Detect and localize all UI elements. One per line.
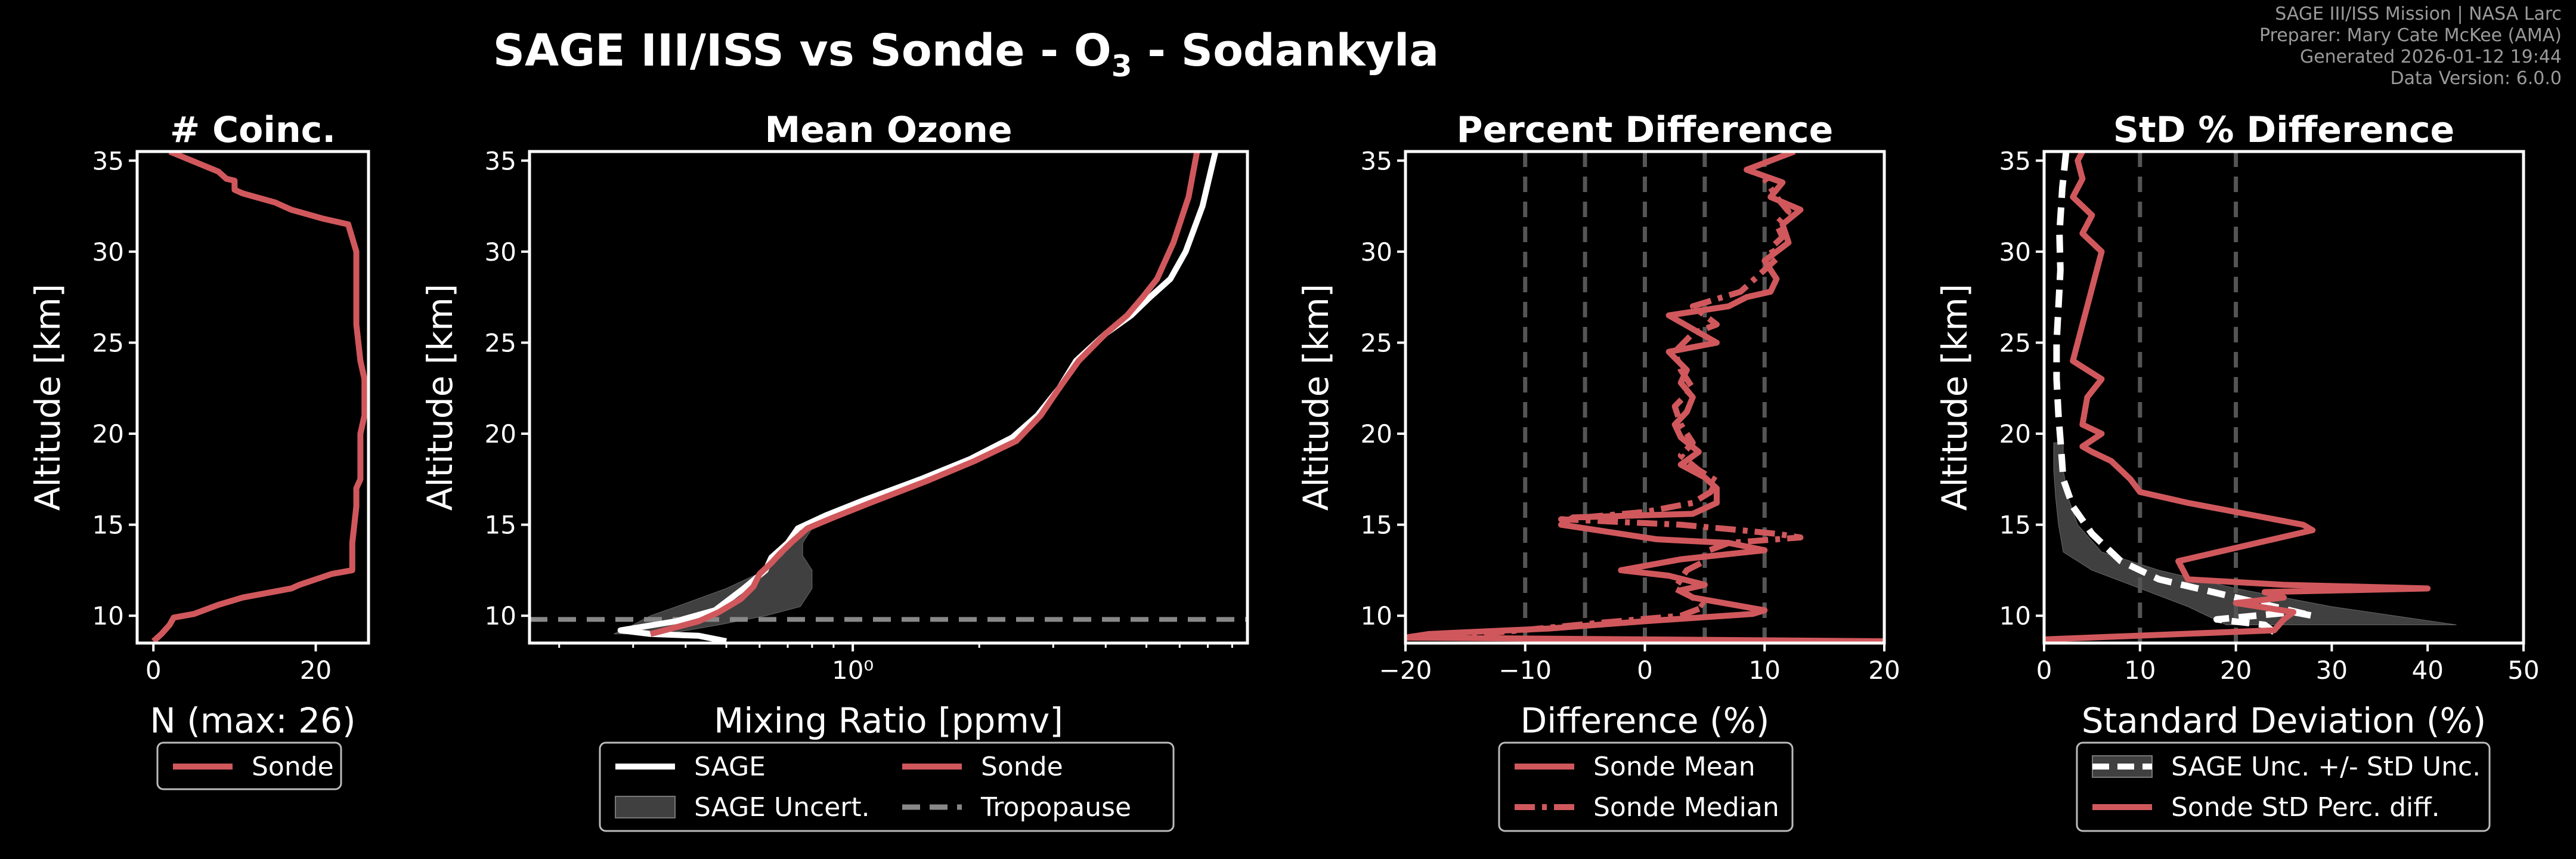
legend-label: SAGE Uncert. <box>694 792 870 823</box>
chart-coinc: 10 15 20 25 30 35 0 20 # Coinc. N (max: 26) Altitu… <box>27 109 370 790</box>
y-tick-label: 15 <box>92 511 124 540</box>
legend-label: Sonde <box>252 752 334 782</box>
x-tick-label: 10 <box>1749 656 1781 685</box>
y-tick-label: 10 <box>1361 601 1392 631</box>
x-tick-label: 10 <box>2124 656 2156 685</box>
y-tick-label: 20 <box>1999 419 2031 449</box>
x-tick-label: 40 <box>2411 656 2443 685</box>
y-tick-label: 10 <box>485 601 516 631</box>
series-sonde-std-perc-diff- <box>2044 152 2431 642</box>
y-tick-label: 35 <box>1999 146 2031 175</box>
legend-label: Sonde <box>981 752 1063 782</box>
legend-label: Tropopause <box>980 792 1131 823</box>
y-tick-label: 10 <box>1999 601 2031 631</box>
plot-area <box>2044 152 2457 643</box>
y-tick-label: 20 <box>92 419 124 449</box>
x-tick-label: 0 <box>1637 656 1653 685</box>
y-tick-label: 35 <box>92 146 124 175</box>
y-tick-label: 15 <box>1999 511 2031 540</box>
y-axis-label: Altitude [km] <box>27 284 68 511</box>
x-tick-label: 30 <box>2316 656 2348 685</box>
legend-frame <box>156 741 342 790</box>
y-tick-label: 30 <box>1361 237 1392 267</box>
y-tick-label: 35 <box>485 146 516 175</box>
legend: SAGE Unc. +/- StD Unc. Sonde StD Perc. di… <box>2076 741 2491 832</box>
y-tick-label: 15 <box>485 511 516 540</box>
x-axis-label: Standard Deviation (%) <box>2082 700 2487 741</box>
chart-pctdiff: 10 15 20 25 30 35 −20 −10 0 10 20 Percent Differenc… <box>1296 109 1900 832</box>
y-tick-label: 25 <box>485 328 516 357</box>
metadata-line: Data Version: 6.0.0 <box>2390 68 2562 89</box>
y-tick-label: 25 <box>92 328 124 357</box>
legend-swatch-band <box>615 796 676 818</box>
y-tick-label: 20 <box>1361 419 1392 449</box>
metadata-line: Preparer: Mary Cate McKee (AMA) <box>2259 25 2562 46</box>
chart-title: # Coinc. <box>170 109 336 151</box>
x-tick-label: 20 <box>300 656 332 685</box>
y-axis-label: Altitude [km] <box>420 284 460 511</box>
y-tick-label: 35 <box>1361 146 1392 175</box>
x-tick-label: 50 <box>2507 656 2539 685</box>
plot-area <box>530 152 1247 643</box>
y-tick-label: 15 <box>1361 511 1392 540</box>
y-axis-label: Altitude [km] <box>1934 284 1975 511</box>
series-sage-unc-std-unc- <box>2053 152 2316 635</box>
x-tick-label: 0 <box>145 656 162 685</box>
x-axis-label: N (max: 26) <box>150 700 355 741</box>
y-tick-label: 25 <box>1361 328 1392 357</box>
metadata-line: Generated 2026-01-12 19:44 <box>2299 47 2562 67</box>
legend: Sonde <box>156 741 342 790</box>
chart-title: Percent Difference <box>1457 109 1834 151</box>
metadata-line: SAGE III/ISS Mission | NASA Larc <box>2275 4 2562 24</box>
x-tick-label: 0 <box>2036 656 2052 685</box>
plot-area <box>1405 152 1884 643</box>
x-tick-label: −10 <box>1498 656 1552 685</box>
legend-label: Sonde StD Perc. diff. <box>2171 792 2440 823</box>
y-tick-label: 25 <box>1999 328 2031 357</box>
x-tick-label: 20 <box>1868 656 1900 685</box>
legend-frame <box>599 741 1175 832</box>
axes-frame <box>528 150 1249 645</box>
plot-area <box>151 152 368 643</box>
axes-frame <box>1404 150 1886 645</box>
y-tick-label: 30 <box>92 237 124 267</box>
figure-title: SAGE III/ISS vs Sonde - O3 - Sodankyla <box>493 25 1439 84</box>
metadata-block: SAGE III/ISS Mission | NASA Larc Prepare… <box>2259 4 2562 89</box>
series-sonde <box>151 152 368 643</box>
legend-label: Sonde Mean <box>1593 752 1755 782</box>
y-tick-label: 30 <box>1999 237 2031 267</box>
series-sonde-median <box>1405 177 1804 641</box>
x-tick-label: 20 <box>2220 656 2252 685</box>
legend-label: SAGE Unc. +/- StD Unc. <box>2171 752 2481 782</box>
chart-title: StD % Difference <box>2113 109 2455 151</box>
legend-frame <box>2076 741 2491 832</box>
legend-label: SAGE <box>694 752 766 782</box>
legend: Sonde Mean Sonde Median <box>1498 741 1794 832</box>
series-sonde-mean <box>1405 152 1884 643</box>
chart-ozone: 10 15 20 25 30 35 10⁰ Mean Ozone Mixing Ratio [p… <box>420 109 1249 832</box>
x-tick-label: 10⁰ <box>832 656 874 685</box>
legend: SAGE SAGE Uncert. Sonde Tropopause <box>599 741 1175 832</box>
legend-label: Sonde Median <box>1593 792 1779 823</box>
y-tick-label: 20 <box>485 419 516 449</box>
series-sage <box>617 152 1219 643</box>
chart-title: Mean Ozone <box>764 109 1012 151</box>
x-tick-label: −20 <box>1379 656 1432 685</box>
x-axis-label: Difference (%) <box>1521 700 1770 741</box>
series-sonde <box>649 152 1200 637</box>
axes-frame <box>2042 150 2525 645</box>
y-axis-label: Altitude [km] <box>1296 284 1336 511</box>
uncertainty-band <box>2053 442 2457 625</box>
y-tick-label: 30 <box>485 237 516 267</box>
x-axis-label: Mixing Ratio [ppmv] <box>714 700 1063 741</box>
y-tick-label: 10 <box>92 601 124 631</box>
axes-frame <box>135 150 370 645</box>
